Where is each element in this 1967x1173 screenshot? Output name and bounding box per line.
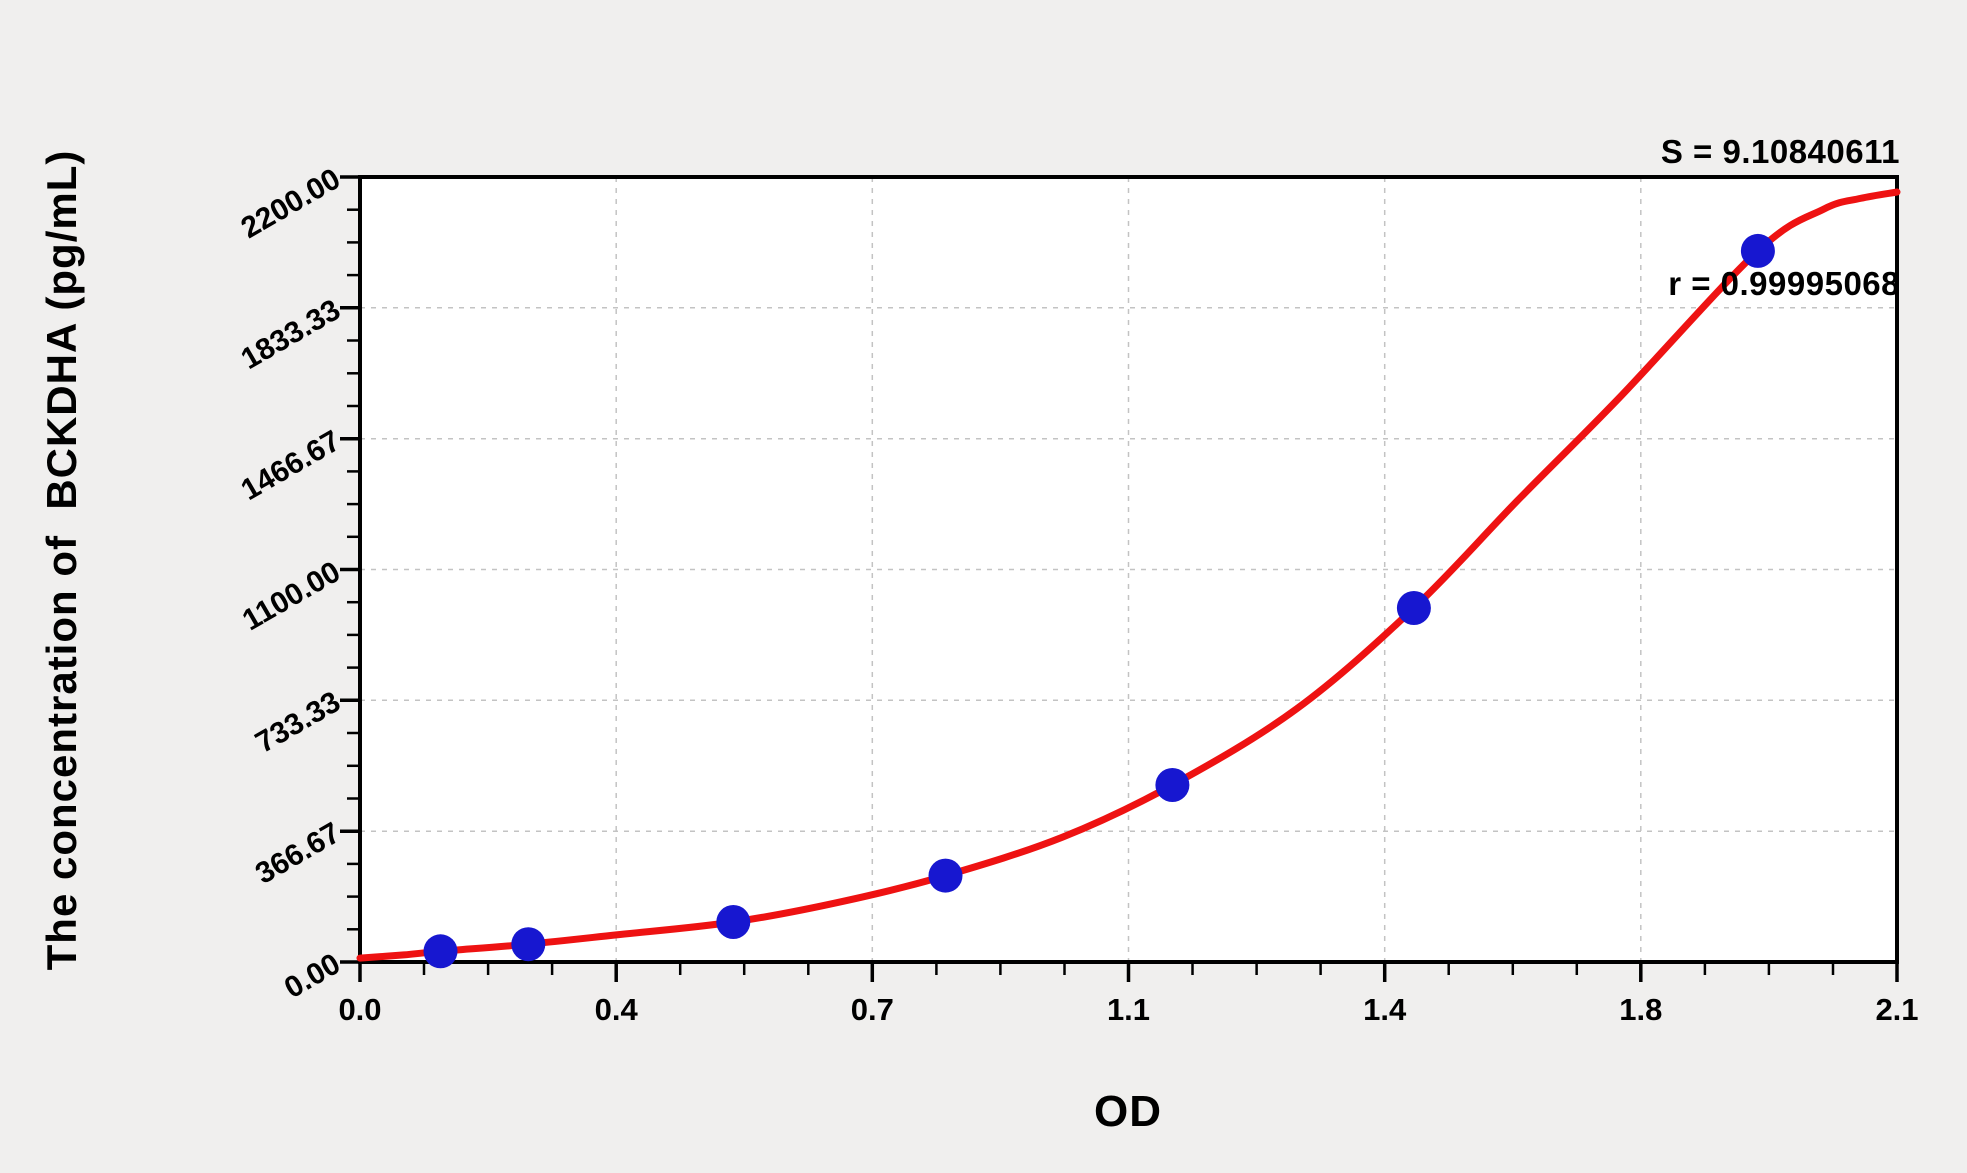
x-tick-label: 1.1: [1106, 992, 1151, 1027]
data-point: [511, 927, 546, 962]
s-value-label: S = 9.10840611: [1660, 133, 1900, 170]
data-point: [1155, 768, 1190, 802]
plot-border: [358, 175, 1899, 964]
data-point: [423, 934, 458, 969]
x-tick-label: 1.4: [1363, 992, 1407, 1027]
x-tick-label: 2.1: [1875, 992, 1919, 1027]
x-axis-title: OD: [1094, 1087, 1162, 1136]
data-point: [928, 858, 963, 893]
x-tick-label: 1.8: [1619, 992, 1663, 1027]
data-point: [716, 905, 751, 939]
data-point: [1396, 591, 1431, 625]
x-tick-label: 0.7: [850, 992, 894, 1027]
r-value-label: r = 0.99995068: [1668, 265, 1900, 302]
data-point: [1740, 233, 1775, 268]
fit-statistics: S = 9.10840611 r = 0.99995068: [1661, 42, 1900, 394]
x-tick-label: 0.4: [594, 992, 638, 1027]
x-tick-label: 0.0: [338, 992, 382, 1027]
y-axis-title: The concentration of BCKDHA (pg/mL): [38, 149, 85, 971]
